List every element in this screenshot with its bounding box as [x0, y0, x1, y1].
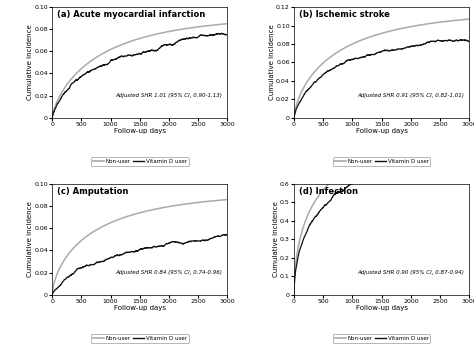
- Text: (a) Acute myocardial infarction: (a) Acute myocardial infarction: [57, 10, 206, 20]
- Text: (b) Ischemic stroke: (b) Ischemic stroke: [299, 10, 390, 20]
- Legend: Non-user, Vitamin D user: Non-user, Vitamin D user: [333, 334, 430, 343]
- Y-axis label: Cumulative incidence: Cumulative incidence: [269, 24, 275, 100]
- X-axis label: Follow-up days: Follow-up days: [114, 128, 166, 134]
- X-axis label: Follow-up days: Follow-up days: [114, 305, 166, 311]
- Legend: Non-user, Vitamin D user: Non-user, Vitamin D user: [91, 158, 189, 166]
- Text: Adjusted SHR 0.84 (95% CI, 0.74-0.96): Adjusted SHR 0.84 (95% CI, 0.74-0.96): [115, 270, 222, 275]
- Y-axis label: Cumulative incidence: Cumulative incidence: [273, 202, 279, 277]
- Text: Adjusted SHR 1.01 (95% CI, 0.90-1.13): Adjusted SHR 1.01 (95% CI, 0.90-1.13): [115, 93, 222, 98]
- Legend: Non-user, Vitamin D user: Non-user, Vitamin D user: [333, 158, 430, 166]
- Y-axis label: Cumulative incidence: Cumulative incidence: [27, 202, 33, 277]
- X-axis label: Follow-up days: Follow-up days: [356, 305, 408, 311]
- Text: Adjusted SHR 0.90 (95% CI, 0.87-0.94): Adjusted SHR 0.90 (95% CI, 0.87-0.94): [357, 270, 464, 275]
- Text: Adjusted SHR 0.91 (95% CI, 0.82-1.01): Adjusted SHR 0.91 (95% CI, 0.82-1.01): [357, 93, 464, 98]
- Y-axis label: Cumulative incidence: Cumulative incidence: [27, 24, 33, 100]
- Legend: Non-user, Vitamin D user: Non-user, Vitamin D user: [91, 334, 189, 343]
- Text: (d) Infection: (d) Infection: [299, 187, 358, 196]
- Text: (c) Amputation: (c) Amputation: [57, 187, 129, 196]
- X-axis label: Follow-up days: Follow-up days: [356, 128, 408, 134]
